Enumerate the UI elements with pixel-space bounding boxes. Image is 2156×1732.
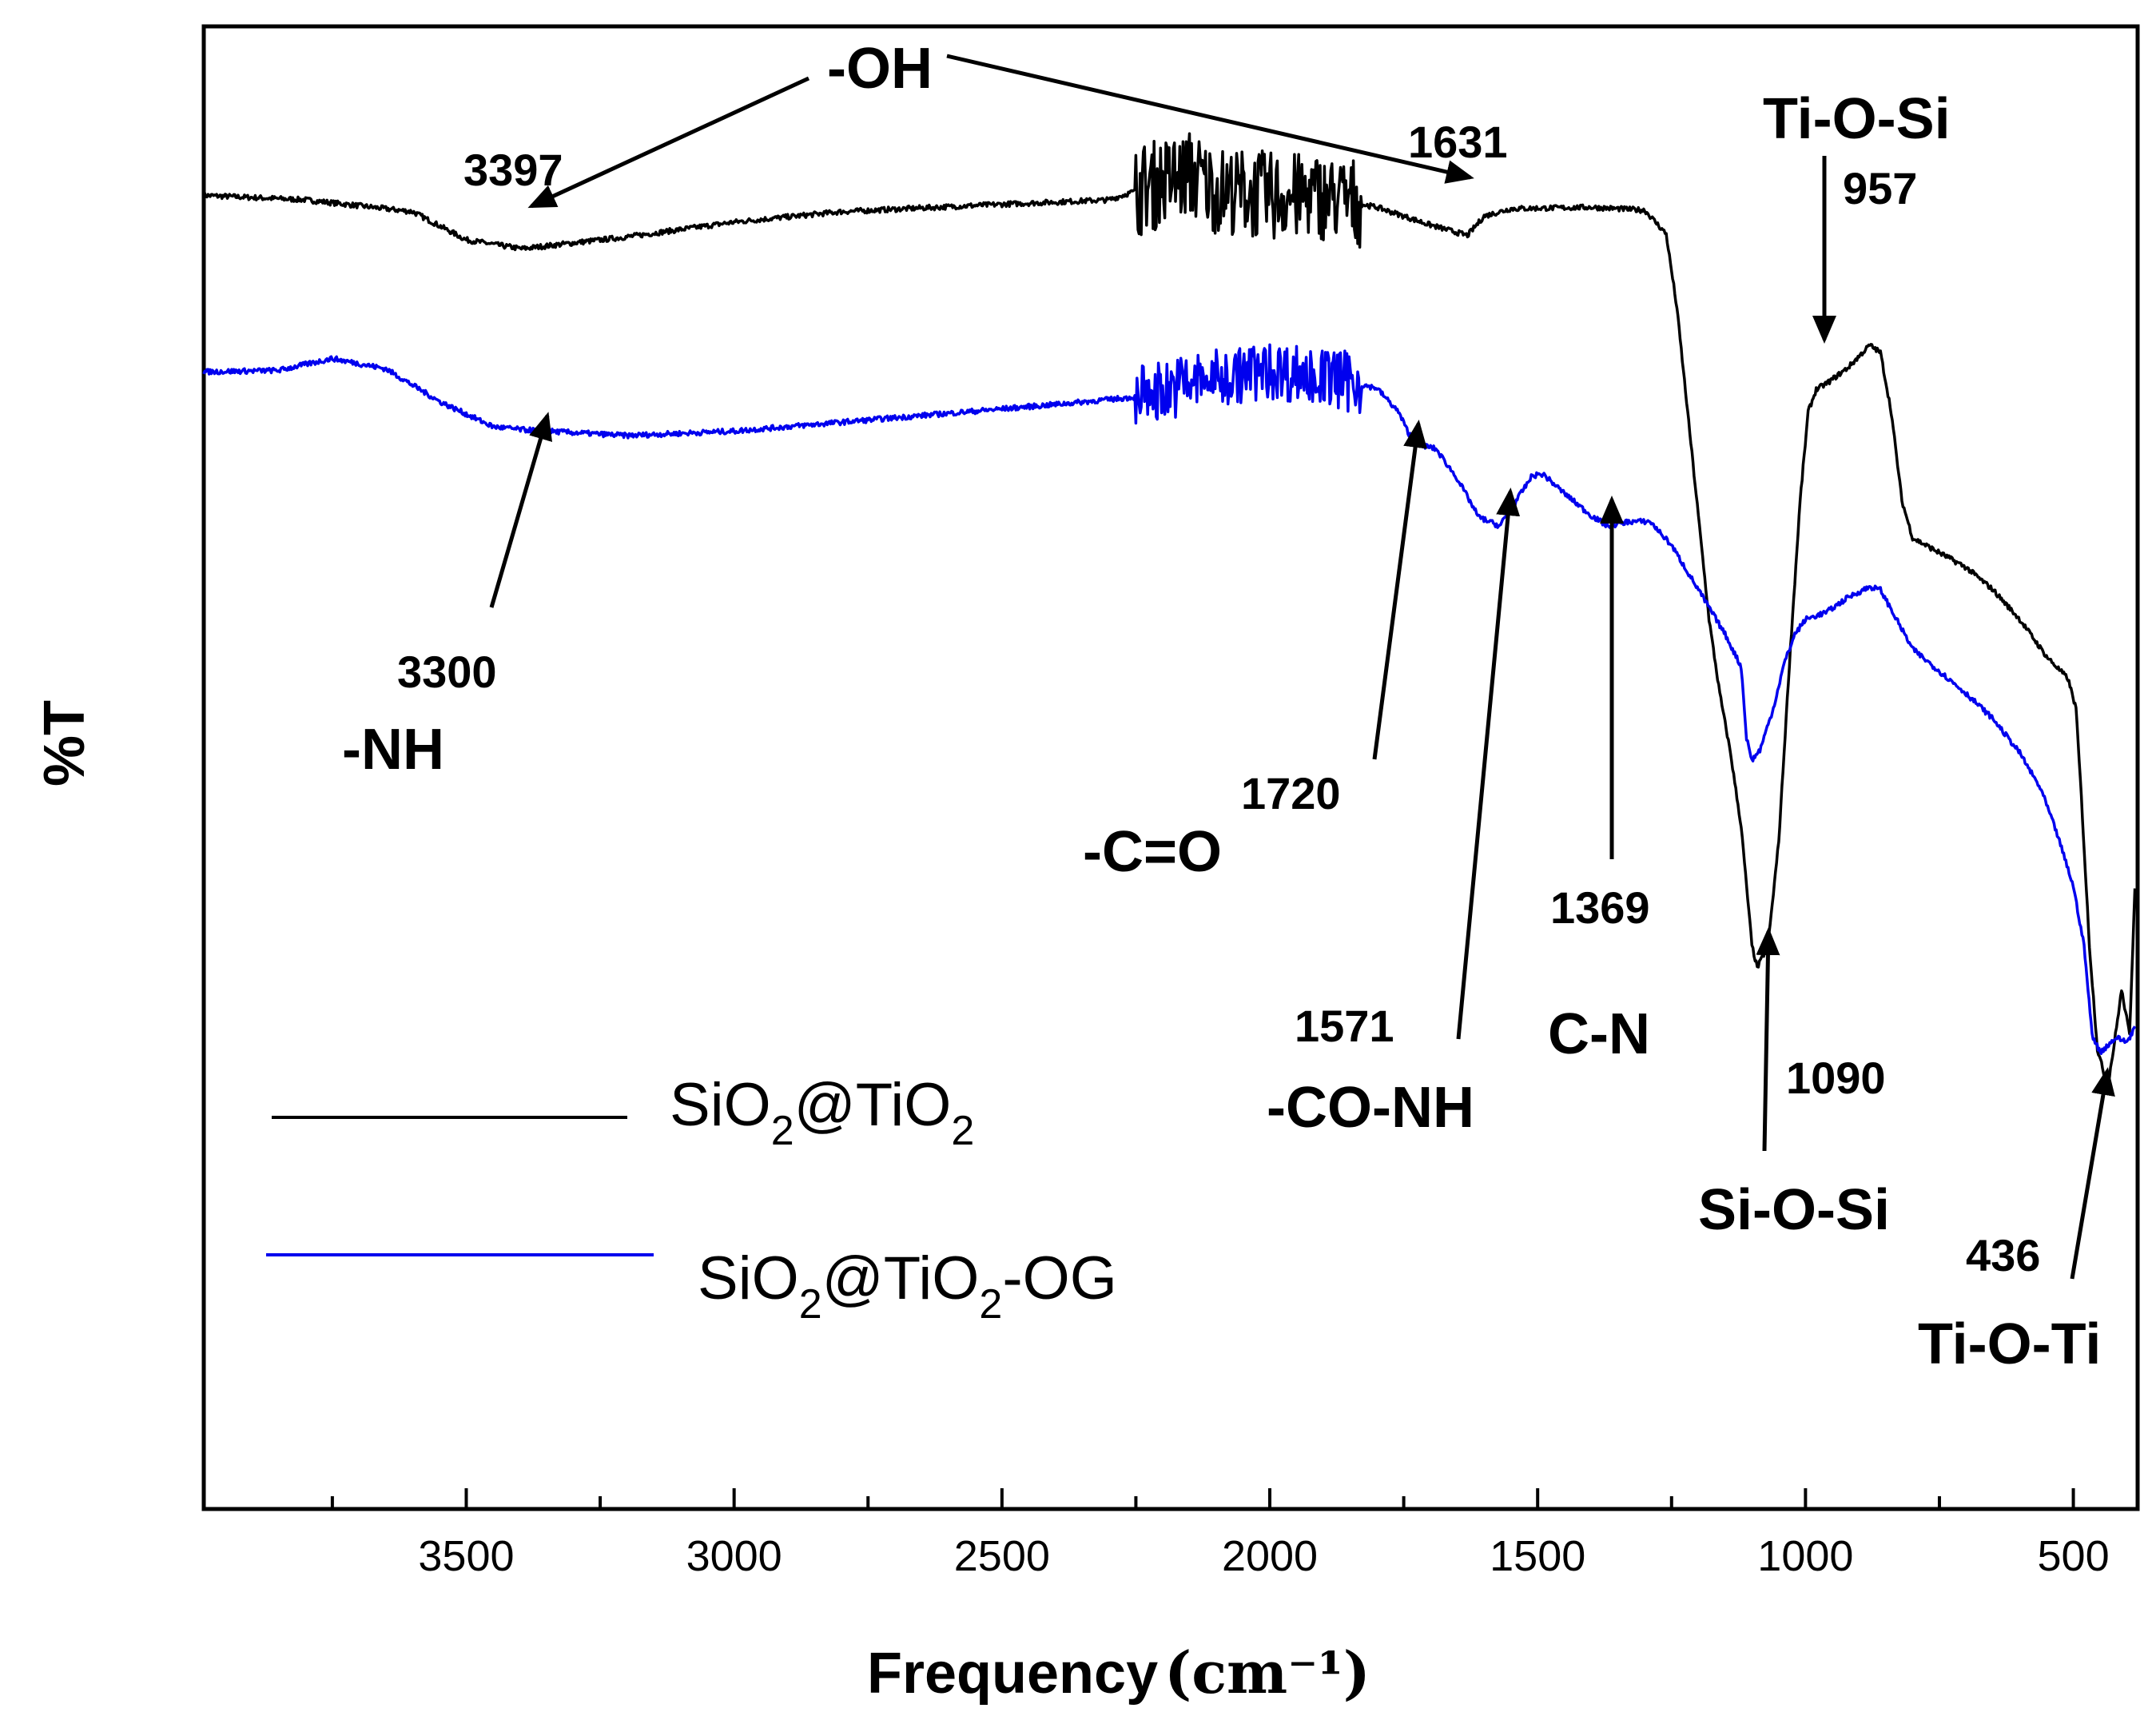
y-axis-title: %T — [33, 700, 97, 786]
arrow-oh-3397 — [527, 76, 810, 209]
series-line-sio2-tio2 — [202, 132, 2137, 1089]
arrow-436 — [2070, 1067, 2115, 1280]
arrow-3300 — [489, 412, 552, 608]
x-tick-label: 2000 — [1222, 1532, 1318, 1580]
x-tick-label: 3000 — [686, 1532, 782, 1580]
plot-frame — [201, 24, 2140, 1511]
x-tick-label: 1500 — [1490, 1532, 1585, 1580]
legend-label-sio2-tio2: SiO2@TiO2 — [670, 1071, 974, 1154]
annotation-ti-o-si: Ti-O-Si — [1763, 87, 1951, 151]
annotation-si-o-si: Si-O-Si — [1698, 1178, 1890, 1242]
series-line-sio2-tio2-og — [202, 343, 2137, 1055]
annotation-1720: 1720 — [1241, 768, 1341, 818]
annotation-1571: 1571 — [1295, 1001, 1394, 1051]
annotation-3397: 3397 — [463, 145, 563, 195]
x-axis-unit: (cm⁻¹) — [1164, 1638, 1370, 1706]
annotations: -OH 3397 1631 Ti-O-Si 957 3300 -NH 1720 … — [342, 37, 2101, 1376]
annotation-1369: 1369 — [1550, 882, 1650, 933]
annotation-c-n: C-N — [1548, 1002, 1650, 1066]
annotation-co-nh: -CO-NH — [1267, 1076, 1474, 1140]
x-tick-label: 500 — [2038, 1532, 2110, 1580]
annotation-c-o: -C=O — [1083, 820, 1222, 884]
arrow-1090 — [1756, 927, 1780, 1152]
x-tick-label: 1000 — [1757, 1532, 1853, 1580]
annotation-957: 957 — [1843, 163, 1917, 213]
x-axis-label: Frequency — [867, 1642, 1158, 1706]
x-tick-label: 2500 — [954, 1532, 1050, 1580]
x-axis-ticks — [330, 1488, 2075, 1509]
arrow-1720 — [1372, 420, 1427, 760]
arrow-1571 — [1456, 488, 1521, 1040]
annotation-1090: 1090 — [1786, 1053, 1886, 1103]
legend: SiO2@TiO2 SiO2@TiO2-OG — [266, 1071, 1117, 1328]
annotation-436: 436 — [1966, 1230, 2040, 1280]
annotation-arrows — [489, 54, 2115, 1280]
x-tick-labels: 3500 3000 2500 2000 1500 1000 500 — [418, 1532, 2109, 1580]
x-axis-title: Frequency (cm⁻¹) — [867, 1638, 1370, 1706]
x-tick-label: 3500 — [418, 1532, 514, 1580]
annotation-1631: 1631 — [1408, 117, 1508, 167]
annotation-oh: -OH — [827, 37, 933, 101]
annotation-nh: -NH — [342, 718, 444, 782]
annotation-3300: 3300 — [397, 647, 497, 697]
arrow-oh-1631 — [946, 54, 1474, 184]
legend-label-sio2-tio2-og: SiO2@TiO2-OG — [698, 1244, 1117, 1328]
annotation-ti-o-ti: Ti-O-Ti — [1918, 1312, 2101, 1376]
